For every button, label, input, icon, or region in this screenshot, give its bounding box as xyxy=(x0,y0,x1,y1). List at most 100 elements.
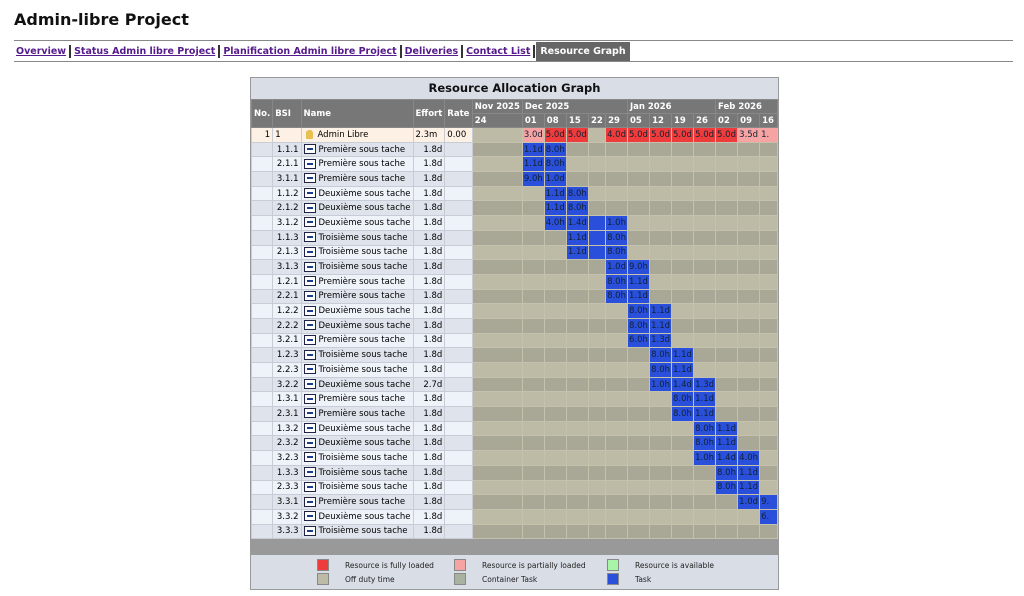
row-effort: 1.8d xyxy=(412,450,446,466)
task-row[interactable]: 2.2.2 Deuxième sous tache 1.8d 8.0h 1.1d xyxy=(251,317,778,334)
legend-swatch xyxy=(317,573,329,586)
empty-cell xyxy=(649,508,673,525)
empty-cell xyxy=(737,508,761,525)
empty-cell xyxy=(737,215,761,231)
task-row[interactable]: 2.3.1 Première sous tache 1.8d 8.0h 1.1d xyxy=(251,406,778,422)
task-row[interactable]: 2.2.1 Première sous tache 1.8d 8.0h 1.1d xyxy=(251,288,778,305)
task-name: Première sous tache xyxy=(318,276,406,287)
task-row[interactable]: 3.2.1 Première sous tache 1.8d 6.0h 1.3d xyxy=(251,332,778,349)
load-cell: 5.0d xyxy=(649,127,673,143)
task-row[interactable]: 2.1.1 Première sous tache 1.8d 1.1d 8.0h xyxy=(251,156,778,173)
empty-cell xyxy=(588,303,607,319)
empty-cell xyxy=(626,420,651,437)
row-rate xyxy=(444,376,473,393)
empty-cell xyxy=(588,508,607,525)
task-row[interactable]: 2.1.3 Troisième sous tache 1.8d 1.1d 8.0h xyxy=(251,244,778,261)
row-effort: 1.8d xyxy=(412,185,446,202)
col-name: Name xyxy=(300,99,414,128)
empty-cell xyxy=(715,273,739,290)
tab-overview[interactable]: Overview xyxy=(16,45,67,57)
task-row[interactable]: 2.2.3 Troisième sous tache 1.8d 8.0h 1.1d xyxy=(251,362,778,378)
empty-cell xyxy=(605,494,628,510)
empty-cell xyxy=(588,464,607,481)
row-rate xyxy=(444,141,473,158)
row-bsi: 3.1.3 xyxy=(272,259,302,275)
task-row[interactable]: 3.1.1 Première sous tache 1.8d 9.0h 1.0d xyxy=(251,171,778,187)
empty-cell xyxy=(521,185,545,202)
row-rate xyxy=(444,362,473,378)
task-row[interactable]: 3.1.3 Troisième sous tache 1.8d 1.0d 9.0h xyxy=(251,259,778,275)
empty-cell xyxy=(565,303,590,319)
empty-cell xyxy=(543,376,567,393)
empty-cell xyxy=(471,259,523,275)
row-bsi: 1.3.1 xyxy=(272,391,302,408)
tab-resource-graph[interactable]: Resource Graph xyxy=(536,41,630,61)
empty-cell xyxy=(671,244,695,261)
row-effort: 1.8d xyxy=(412,259,446,275)
task-row[interactable]: 1.3.3 Troisième sous tache 1.8d 8.0h 1.1d xyxy=(251,464,778,481)
row-no xyxy=(251,288,274,305)
empty-cell xyxy=(715,303,739,319)
empty-cell xyxy=(715,185,739,202)
row-no xyxy=(251,435,274,452)
empty-cell xyxy=(543,347,567,363)
week-header: 16 xyxy=(759,113,778,128)
task-row[interactable]: 1.1.1 Première sous tache 1.8d 1.1d 8.0h xyxy=(251,141,778,158)
task-row[interactable]: 1.1.2 Deuxième sous tache 1.8d 1.1d 8.0h xyxy=(251,185,778,202)
tab-planification-admin-libre-project[interactable]: Planification Admin libre Project xyxy=(223,45,397,57)
row-bsi: 2.1.1 xyxy=(272,156,302,173)
empty-cell xyxy=(759,347,778,363)
empty-cell xyxy=(737,317,761,334)
task-load-cell: 6.0h xyxy=(626,332,651,349)
empty-cell xyxy=(671,303,695,319)
task-row[interactable]: 1.2.2 Deuxième sous tache 1.8d 8.0h 1.1d xyxy=(251,303,778,319)
tab-status-admin-libre-project[interactable]: Status Admin libre Project xyxy=(74,45,216,57)
row-name: Première sous tache xyxy=(300,171,414,187)
empty-cell xyxy=(543,479,567,496)
empty-cell xyxy=(626,141,651,158)
empty-cell xyxy=(693,259,717,275)
task-load-cell xyxy=(588,244,607,261)
task-row[interactable]: 2.3.3 Troisième sous tache 1.8d 8.0h 1.1d xyxy=(251,479,778,496)
task-row[interactable]: 1.1.3 Troisième sous tache 1.8d 1.1d 8.0h xyxy=(251,229,778,246)
task-row[interactable]: 2.1.2 Deuxième sous tache 1.8d 1.1d 8.0h xyxy=(251,200,778,217)
task-icon xyxy=(303,202,316,213)
empty-cell xyxy=(715,317,739,334)
task-row[interactable]: 1.2.1 Première sous tache 1.8d 8.0h 1.1d xyxy=(251,273,778,290)
task-name: Troisième sous tache xyxy=(318,247,408,258)
task-row[interactable]: 3.1.2 Deuxième sous tache 1.8d 4.0h 1.4d 1.0h xyxy=(251,215,778,231)
empty-cell xyxy=(649,171,673,187)
empty-cell xyxy=(588,259,607,275)
empty-cell xyxy=(565,171,590,187)
empty-cell xyxy=(649,523,673,540)
empty-cell xyxy=(626,464,651,481)
resource-row[interactable]: 1 1 Admin Libre 2.3m 0.00 3.0d 5.0d 5.0d 4.0d 5.0… xyxy=(251,127,778,143)
task-row[interactable]: 1.3.2 Deuxième sous tache 1.8d 8.0h 1.1d xyxy=(251,420,778,437)
row-bsi: 3.3.2 xyxy=(272,508,302,525)
tab-contact-list[interactable]: Contact List xyxy=(466,45,531,57)
task-row[interactable]: 3.3.3 Troisième sous tache 1.8d xyxy=(251,523,778,540)
task-row[interactable]: 3.3.2 Deuxième sous tache 1.8d 6. xyxy=(251,508,778,525)
task-row[interactable]: 1.2.3 Troisième sous tache 1.8d 8.0h 1.1d xyxy=(251,347,778,363)
empty-cell xyxy=(671,141,695,158)
task-row[interactable]: 3.2.2 Deuxième sous tache 2.7d 1.0h 1.4d 1.3d xyxy=(251,376,778,393)
row-effort: 1.8d xyxy=(412,494,446,510)
task-row[interactable]: 3.3.1 Première sous tache 1.8d 1.0d 9. xyxy=(251,494,778,510)
empty-cell xyxy=(649,391,673,408)
empty-cell xyxy=(671,185,695,202)
empty-cell xyxy=(693,141,717,158)
task-row[interactable]: 2.3.2 Deuxième sous tache 1.8d 8.0h 1.1d xyxy=(251,435,778,452)
row-rate xyxy=(444,229,473,246)
row-rate xyxy=(444,215,473,231)
tab-bar: Overview Status Admin libre Project Planif… xyxy=(14,40,1013,62)
load-cell: 4.0d xyxy=(605,127,628,143)
task-row[interactable]: 1.3.1 Première sous tache 1.8d 8.0h 1.1d xyxy=(251,391,778,408)
task-row[interactable]: 3.2.3 Troisième sous tache 1.8d 1.0h 1.4d 4.0… xyxy=(251,450,778,466)
task-load-cell: 1.1d xyxy=(565,244,590,261)
row-effort: 1.8d xyxy=(412,332,446,349)
empty-cell xyxy=(471,156,523,173)
tab-deliveries[interactable]: Deliveries xyxy=(404,45,459,57)
load-cell: 3.0d xyxy=(521,127,545,143)
task-name: Première sous tache xyxy=(318,291,406,302)
empty-cell xyxy=(588,376,607,393)
